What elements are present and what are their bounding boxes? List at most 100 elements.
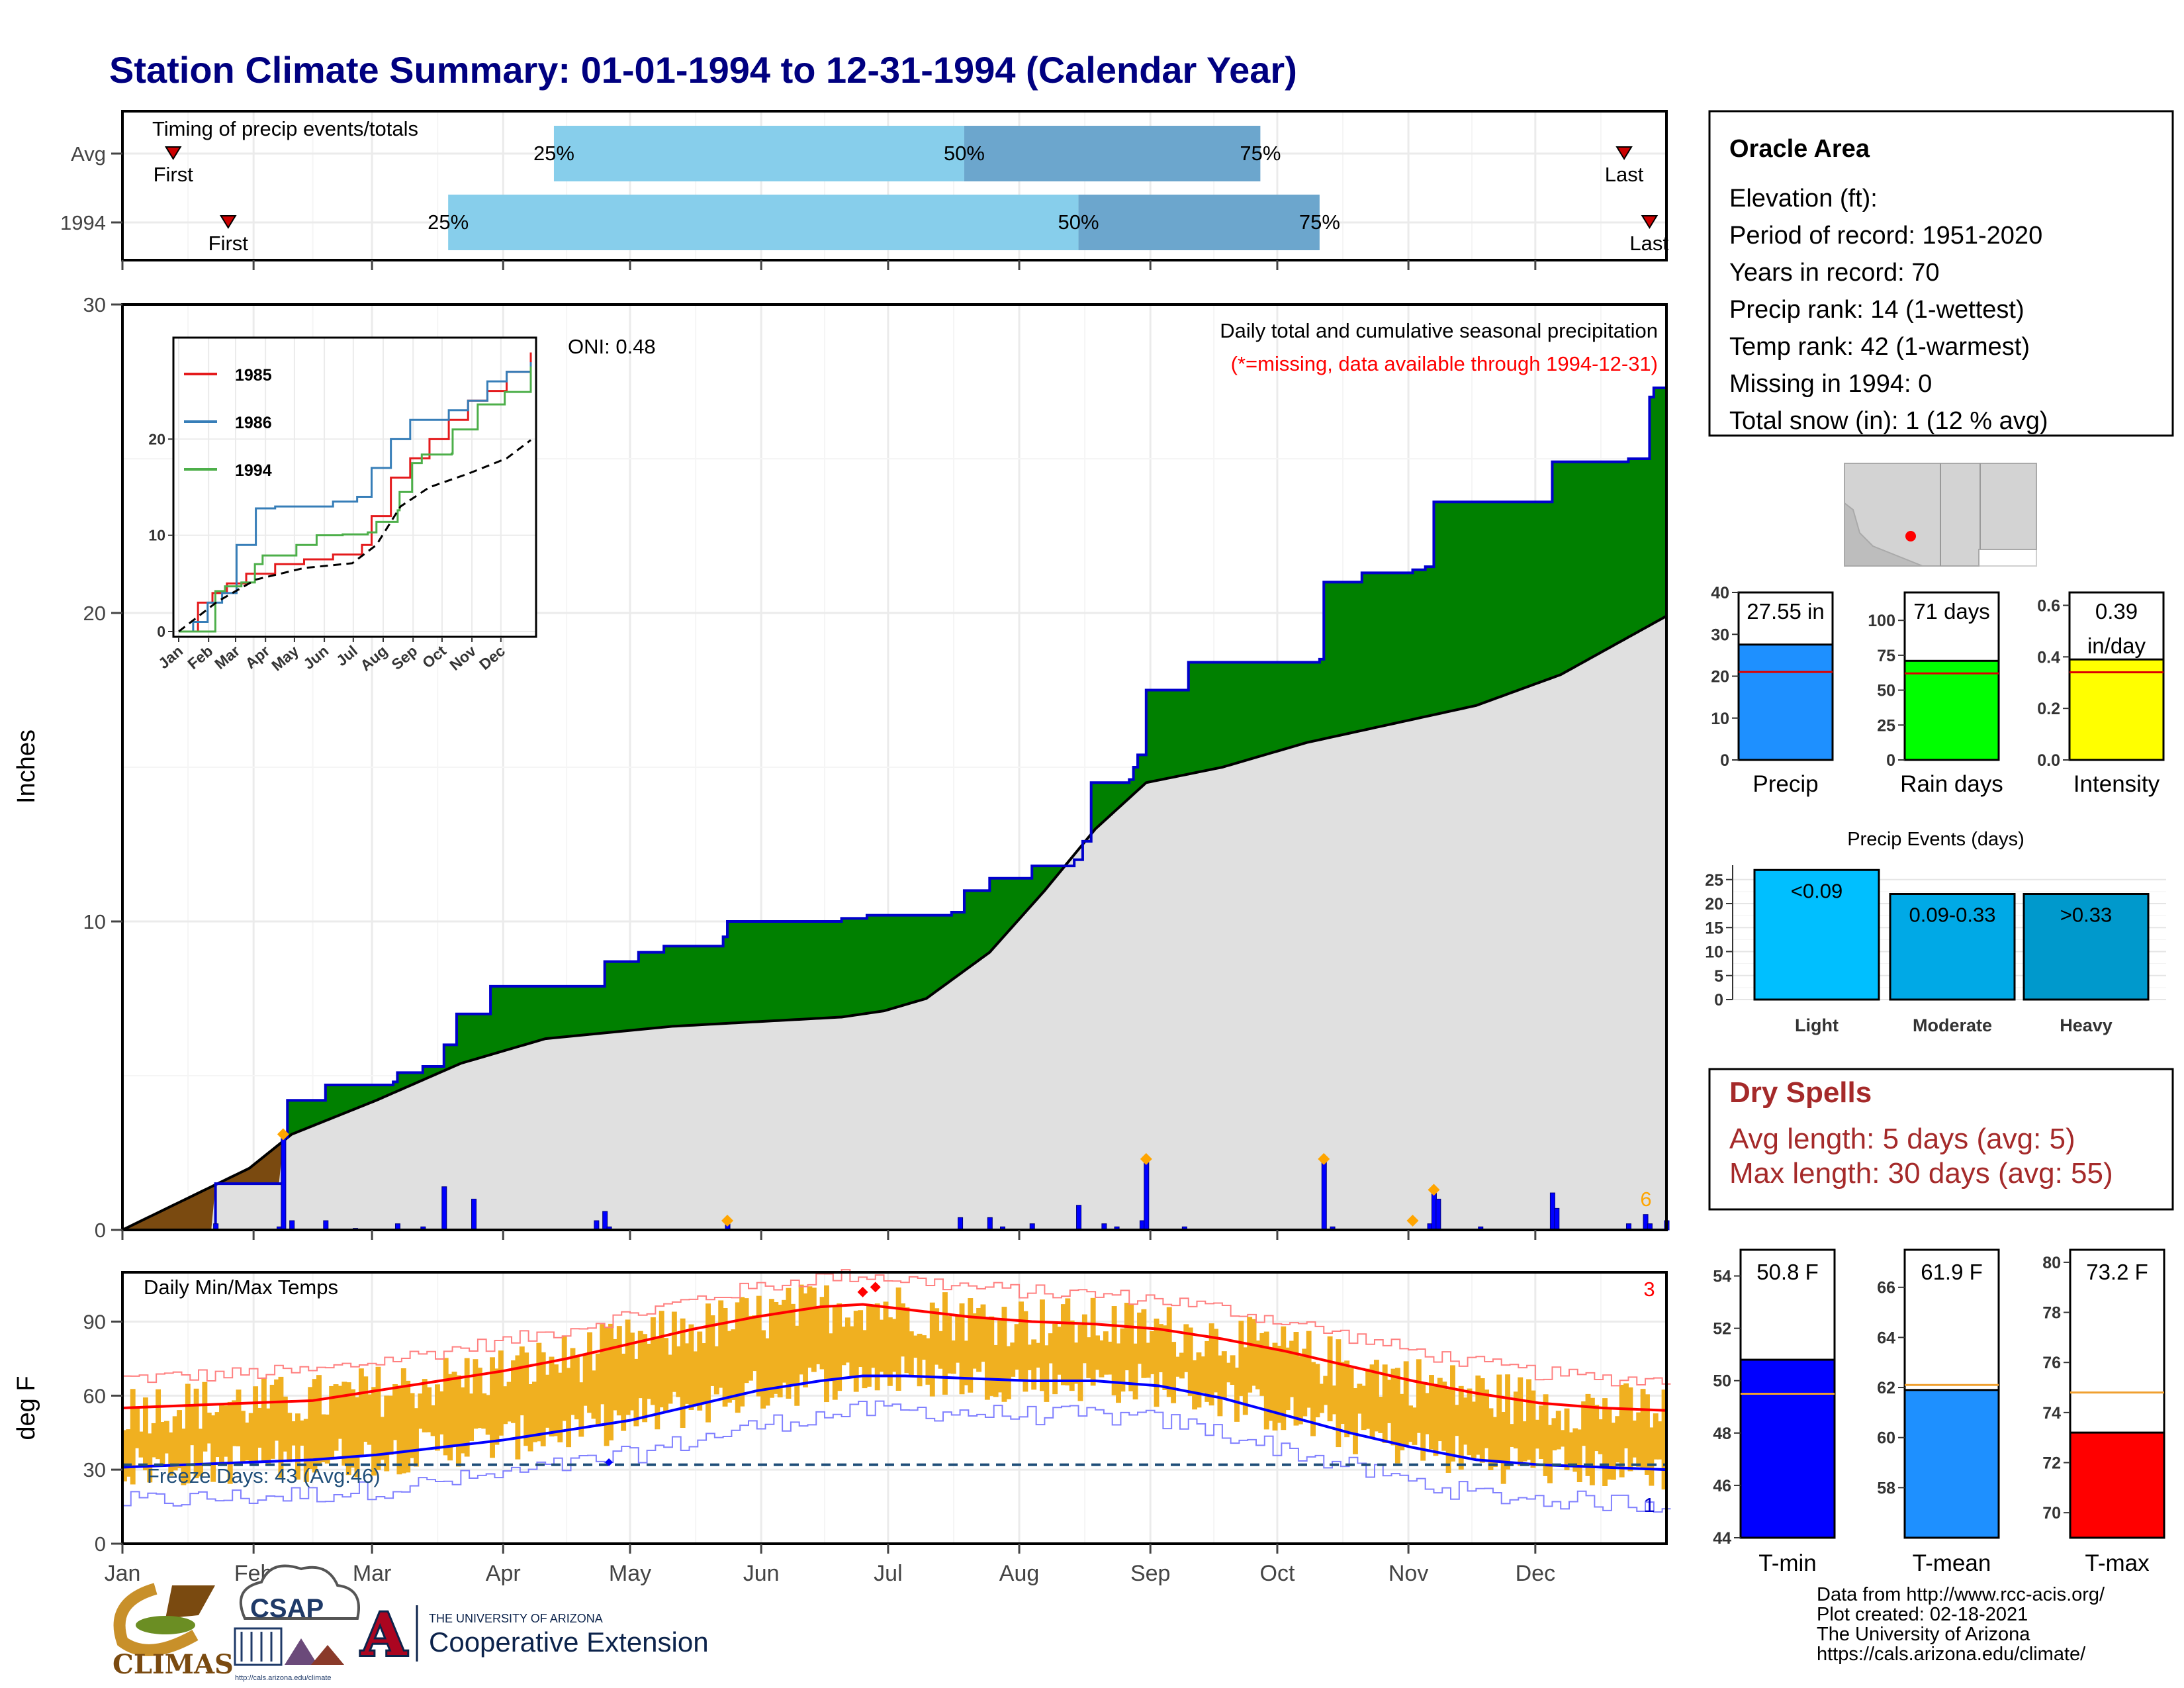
daily-temp-range-bar xyxy=(1500,1411,1506,1484)
daily-temp-range-bar xyxy=(803,1293,808,1387)
summary-bar-precip: 0 10 20 30 40 27.55 in Precip xyxy=(1711,584,1834,797)
daily-temp-range-bar xyxy=(1615,1416,1621,1463)
daily-temp-range-bar xyxy=(498,1350,504,1436)
daily-temp-range-bar xyxy=(866,1305,872,1387)
daily-temp-range-bar xyxy=(989,1316,995,1396)
inset-legend: 1985 1986 1994 xyxy=(184,366,272,480)
summary-bar-tick-label: 50 xyxy=(1877,682,1895,700)
daily-temp-range-bar xyxy=(253,1386,259,1463)
month-label-apr: Apr xyxy=(486,1561,521,1586)
daily-temp-range-bar xyxy=(1318,1383,1324,1413)
inset-xtick-label: Aug xyxy=(357,642,390,675)
daily-temp-range-bar xyxy=(1124,1303,1130,1371)
daily-temp-range-bar xyxy=(477,1368,482,1429)
daily-temp-range-bar xyxy=(1539,1405,1545,1459)
timing-label-25: 25% xyxy=(533,142,574,165)
summary-bar-value-label: 27.55 in xyxy=(1747,599,1824,624)
inset-xtick-label: Feb xyxy=(184,642,216,673)
daily-temp-range-bar xyxy=(946,1316,952,1374)
station-location-dot xyxy=(1905,531,1916,541)
daily-temp-range-bar xyxy=(612,1338,618,1411)
daily-temp-range-bar xyxy=(1636,1412,1642,1467)
daily-temp-range-bar xyxy=(760,1330,766,1409)
daily-temp-range-bar xyxy=(837,1303,842,1391)
daily-temp-range-bar xyxy=(540,1352,546,1446)
daily-temp-range-bar xyxy=(1044,1345,1050,1402)
dry-spells-box: Dry Spells Avg length: 5 days (avg: 5) M… xyxy=(1708,1068,2174,1211)
daily-temp-range-bar xyxy=(1496,1374,1502,1462)
daily-temp-range-bar xyxy=(287,1413,293,1462)
daily-temp-range-bar xyxy=(1547,1425,1553,1483)
daily-temp-range-bar xyxy=(523,1352,529,1446)
daily-temp-range-bar xyxy=(1217,1355,1223,1417)
temp-record-marker xyxy=(870,1282,881,1293)
daily-temp-range-bar xyxy=(1437,1378,1443,1442)
daily-temp-range-bar xyxy=(1336,1339,1342,1448)
daily-temp-range-bar xyxy=(1060,1304,1066,1385)
daily-temp-range-bar xyxy=(274,1379,279,1441)
daily-temp-range-bar xyxy=(566,1368,572,1448)
daily-temp-range-bar xyxy=(1221,1351,1227,1398)
daily-temp-range-bar xyxy=(130,1389,136,1485)
temp-summary-tick-label: 64 xyxy=(1877,1329,1895,1347)
timing-label-50: 50% xyxy=(944,142,985,165)
daily-temp-range-bar xyxy=(379,1417,385,1460)
daily-temp-range-bar xyxy=(777,1305,783,1397)
daily-temp-range-bar xyxy=(1484,1389,1490,1448)
daily-temp-range-bar xyxy=(223,1405,229,1457)
daily-temp-range-bar xyxy=(1467,1388,1473,1456)
daily-temp-range-bar xyxy=(984,1317,990,1400)
daily-temp-range-bar xyxy=(439,1391,445,1434)
month-label-jun: Jun xyxy=(743,1561,780,1586)
daily-temp-range-bar xyxy=(862,1330,868,1389)
precip-panel: 0 10 20 30 Inches Daily total and cumulativ… xyxy=(13,293,1670,1242)
daily-temp-range-bar xyxy=(1052,1323,1058,1395)
daily-temp-range-bar xyxy=(997,1320,1003,1393)
daily-temp-range-bar xyxy=(295,1413,300,1480)
daily-temp-range-bar xyxy=(1145,1342,1151,1378)
daily-temp-range-bar xyxy=(502,1386,508,1425)
daily-temp-range-bar xyxy=(921,1335,927,1360)
daily-temp-range-bar xyxy=(959,1303,965,1395)
credits: Data from http://www.rcc-acis.org/ Plot … xyxy=(1817,1584,2105,1665)
daily-temp-range-bar xyxy=(1073,1342,1079,1384)
events-title: Precip Events (days) xyxy=(1847,829,2025,850)
timing-first-label: First xyxy=(208,232,249,255)
university-logo: A THE UNIVERSITY OF ARIZONA Cooperative … xyxy=(359,1598,709,1671)
daily-temp-range-bar xyxy=(1534,1419,1540,1449)
daily-temp-range-bar xyxy=(1297,1356,1303,1425)
daily-precip-bar xyxy=(281,1137,287,1231)
daily-temp-range-bar xyxy=(1107,1341,1113,1375)
daily-temp-range-bar xyxy=(768,1299,774,1398)
daily-temp-range-bar xyxy=(1581,1401,1587,1446)
daily-temp-range-bar xyxy=(1179,1352,1185,1379)
temp-summary-value-bar xyxy=(1903,1389,2000,1539)
daily-temp-range-bar xyxy=(1526,1379,1531,1460)
daily-temp-range-bar xyxy=(244,1423,250,1461)
temp-ytick-label: 0 xyxy=(95,1532,106,1556)
inset-legend-1986: 1986 xyxy=(235,414,272,432)
daily-temp-range-bar xyxy=(329,1385,335,1460)
temp-summary-t-min: 44 46 48 50 52 54 50.8 F T-min xyxy=(1713,1248,1836,1576)
events-tick-label: 5 xyxy=(1714,967,1723,986)
daily-temp-range-bar xyxy=(1555,1411,1561,1450)
events-tick-label: 25 xyxy=(1705,871,1723,890)
timing-bar-50-75 xyxy=(964,126,1261,181)
daily-precip-bar xyxy=(471,1198,477,1231)
timing-frame xyxy=(121,110,1668,261)
daily-temp-range-bar xyxy=(1213,1329,1218,1393)
daily-temp-range-bar xyxy=(709,1315,715,1386)
daily-temp-range-bar xyxy=(1471,1401,1477,1458)
precip-missing-count: 6 xyxy=(1640,1188,1651,1211)
daily-temp-range-bar xyxy=(1661,1389,1667,1490)
daily-precip-bar xyxy=(1144,1161,1150,1231)
temp-summary-tick-label: 52 xyxy=(1713,1320,1731,1338)
daily-temp-range-bar xyxy=(870,1305,876,1368)
ua-line-2: Cooperative Extension xyxy=(429,1626,709,1658)
daily-temp-range-bar xyxy=(1065,1298,1071,1385)
daily-temp-range-bar xyxy=(980,1304,986,1362)
inset-xtick-label: Jul xyxy=(333,642,361,669)
daily-temp-range-bar xyxy=(1141,1309,1147,1378)
csap-logo-url: http://cals.arizona.edu/climate xyxy=(235,1674,332,1682)
